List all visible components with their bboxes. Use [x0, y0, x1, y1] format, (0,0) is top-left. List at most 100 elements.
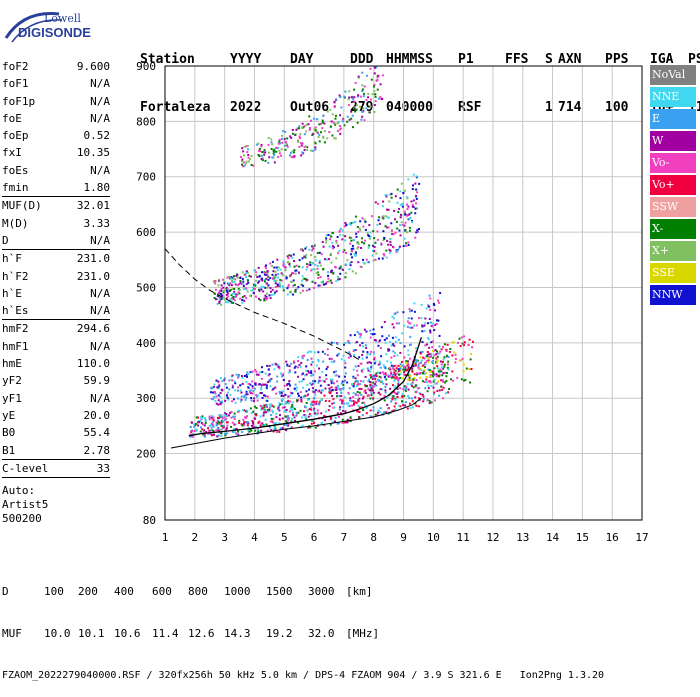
- echo-point: [415, 347, 418, 350]
- echo-point: [439, 292, 442, 295]
- echo-point: [278, 409, 281, 412]
- echo-point: [244, 398, 247, 401]
- echo-point: [343, 379, 346, 382]
- echo-point: [424, 362, 427, 365]
- echo-point: [258, 280, 261, 283]
- echo-point: [385, 208, 388, 211]
- echo-point: [369, 386, 372, 389]
- echo-point: [223, 379, 226, 382]
- echo-point: [304, 416, 307, 419]
- echo-point: [361, 397, 364, 400]
- echo-point: [277, 405, 280, 408]
- echo-point: [232, 428, 235, 431]
- echo-point: [251, 419, 254, 422]
- echo-point: [320, 398, 323, 401]
- echo-point: [298, 363, 301, 366]
- x-tick-label: 13: [516, 531, 529, 544]
- echo-point: [242, 154, 245, 157]
- echo-point: [343, 249, 346, 252]
- echo-point: [298, 135, 301, 138]
- echo-point: [238, 288, 241, 291]
- echo-point: [354, 394, 357, 397]
- echo-point: [440, 366, 443, 369]
- param-value: 20.0: [83, 408, 111, 422]
- echo-point: [395, 367, 398, 370]
- echo-point: [228, 379, 231, 382]
- echo-point: [190, 430, 193, 433]
- echo-point: [389, 241, 392, 244]
- echo-point: [445, 375, 448, 378]
- echo-point: [295, 269, 298, 272]
- echo-point: [331, 388, 334, 391]
- echo-point: [284, 410, 287, 413]
- echo-point: [370, 350, 373, 353]
- echo-point: [292, 151, 295, 154]
- echo-point: [279, 427, 282, 430]
- param-name: foE: [2, 111, 22, 125]
- echo-point: [217, 403, 220, 406]
- echo-point: [451, 370, 454, 373]
- echo-point: [352, 98, 355, 101]
- echo-point: [263, 297, 266, 300]
- echo-point: [391, 233, 394, 236]
- echo-point: [360, 246, 363, 249]
- echo-point: [403, 395, 406, 398]
- echo-point: [310, 403, 313, 406]
- x-tick-label: 8: [370, 531, 377, 544]
- echo-point: [428, 399, 431, 402]
- echo-point: [230, 297, 233, 300]
- echo-point: [336, 380, 339, 383]
- echo-point: [357, 75, 360, 78]
- echo-point: [357, 410, 360, 413]
- echo-point: [331, 241, 334, 244]
- echo-point: [397, 381, 400, 384]
- echo-point: [344, 410, 347, 413]
- echo-point: [393, 379, 396, 382]
- echo-point: [397, 211, 400, 214]
- echo-point: [216, 435, 219, 438]
- echo-point: [272, 411, 275, 414]
- param-separator: [2, 477, 110, 479]
- legend-entry: E: [650, 109, 696, 129]
- echo-point: [363, 242, 366, 245]
- echo-point: [313, 412, 316, 415]
- echo-point: [324, 352, 327, 355]
- echo-point: [276, 365, 279, 368]
- echo-point: [219, 403, 222, 406]
- echo-point: [412, 173, 415, 176]
- param-row: D N/A: [2, 232, 110, 249]
- echo-point: [256, 276, 259, 279]
- parameters-panel: foF2 9.600 foF1 N/A foF1p N/A foE N/A foEp 0.52 fx…: [2, 58, 110, 526]
- echo-point: [437, 299, 440, 302]
- echo-point: [400, 221, 403, 224]
- echo-point: [234, 401, 237, 404]
- echo-point: [302, 284, 305, 287]
- echo-point: [228, 284, 231, 287]
- echo-point: [418, 397, 421, 400]
- echo-point: [282, 379, 285, 382]
- echo-point: [419, 356, 422, 359]
- echo-point: [236, 434, 239, 437]
- echo-point: [372, 259, 375, 262]
- echo-point: [411, 205, 414, 208]
- echo-point: [296, 386, 299, 389]
- echo-point: [259, 424, 262, 427]
- echo-point: [432, 375, 435, 378]
- echo-point: [295, 411, 298, 414]
- echo-point: [463, 341, 466, 344]
- footer-cell: 10.1: [78, 627, 105, 640]
- echo-point: [276, 269, 279, 272]
- echo-point: [245, 270, 248, 273]
- echo-point: [354, 81, 357, 84]
- echo-point: [411, 326, 414, 329]
- echo-point: [396, 311, 399, 314]
- echo-point: [263, 299, 266, 302]
- echo-point: [212, 416, 215, 419]
- echo-point: [289, 265, 292, 268]
- echo-point: [379, 407, 382, 410]
- echo-point: [356, 247, 359, 250]
- x-tick-label: 16: [606, 531, 619, 544]
- echo-point: [291, 426, 294, 429]
- echo-point: [306, 263, 309, 266]
- echo-point: [304, 374, 307, 377]
